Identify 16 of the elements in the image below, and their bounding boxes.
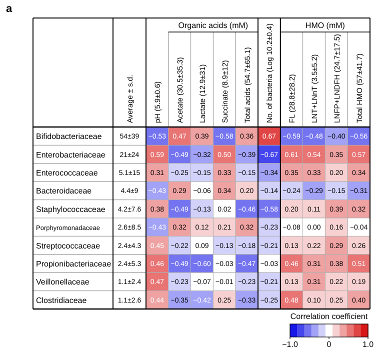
text: HMO (mM) — [305, 21, 346, 30]
y-tick-label: Bacteroidaceae — [36, 186, 92, 196]
y-tick-label: Staphylococcaceae — [36, 204, 106, 214]
y-tick-label: Enterococcaceae — [36, 168, 98, 178]
y-tick-label: Enterobacteriaceae — [36, 150, 106, 160]
text: Organic acids (mM) — [178, 21, 248, 30]
color-bar-label: 1.0 — [362, 340, 374, 349]
color-bar-label: −1.0 — [282, 340, 298, 349]
color-bar-title: Correlation coefficient — [290, 312, 368, 321]
text: a — [6, 3, 13, 15]
color-bar-label: 0 — [326, 340, 332, 349]
y-tick-label: Bifidobacteriaceae — [36, 132, 102, 142]
y-tick-label: Clostridiaceae — [36, 296, 88, 305]
y-tick-label: Propionibacteriaceae — [36, 260, 112, 268]
y-tick-label: Veillonellaceae — [36, 278, 90, 287]
y-tick-label: Streptococcaceae — [36, 241, 101, 250]
